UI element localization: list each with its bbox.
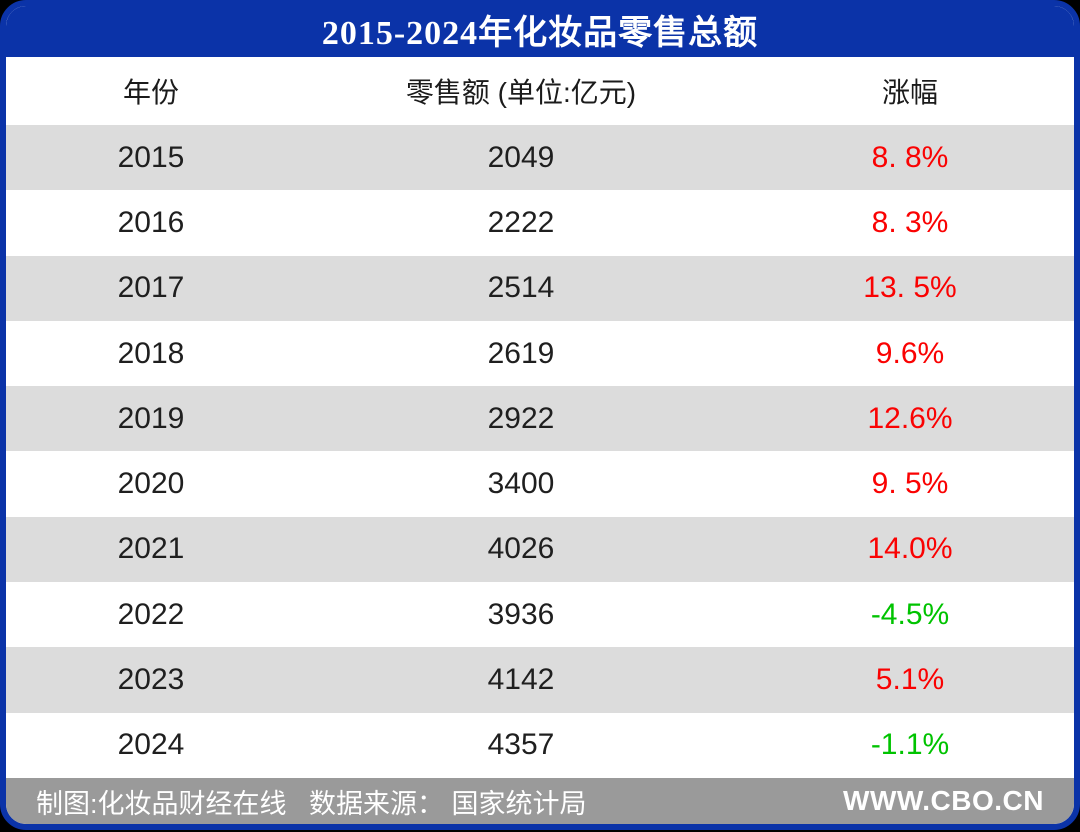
cell-value: 3936 <box>487 597 555 631</box>
table-row: 2021 4026 14.0% <box>6 516 1074 583</box>
cell-value: 4026 <box>487 532 555 566</box>
page-title: 2015-2024年化妆品零售总额 <box>321 15 759 52</box>
table-row: 2018 2619 9.6% <box>6 320 1074 387</box>
table-row: 2023 4142 5.1% <box>6 647 1074 713</box>
table-row: 2016 2222 8. 3% <box>6 190 1074 256</box>
cell-change: -1.1% <box>870 728 950 762</box>
cell-change: 14.0% <box>867 532 953 566</box>
cell-change: 8. 3% <box>871 205 949 239</box>
cell-year: 2022 <box>117 597 185 631</box>
cell-change: 12.6% <box>867 401 953 435</box>
column-header-change: 涨幅 <box>881 77 938 108</box>
cell-value: 2619 <box>487 336 555 370</box>
cell-value: 4142 <box>487 663 555 697</box>
cell-value: 3400 <box>487 467 555 501</box>
cell-year: 2019 <box>117 401 185 435</box>
cell-year: 2016 <box>117 205 185 239</box>
cell-change: 9. 5% <box>871 467 949 501</box>
footer-bar: 制图:化妆品财经在线 数据来源： 国家统计局 WWW.CBO.CN <box>6 778 1074 824</box>
column-header-row: 年份 零售额 (单位:亿元) 涨幅 <box>6 57 1074 125</box>
table-row: 2017 2514 13. 5% <box>6 255 1074 321</box>
cell-year: 2018 <box>117 336 185 370</box>
cell-change: 9.6% <box>875 336 945 370</box>
cell-change: -4.5% <box>870 597 950 631</box>
cell-year: 2024 <box>117 728 185 762</box>
table-row: 2020 3400 9. 5% <box>6 451 1074 517</box>
table-body: 2015 2049 8. 8% 2016 2222 8. 3% 2017 2514 13. 5%… <box>6 125 1074 778</box>
cell-year: 2017 <box>117 271 185 305</box>
cell-year: 2023 <box>117 663 185 697</box>
cell-year: 2021 <box>117 532 185 566</box>
cell-year: 2015 <box>117 140 185 174</box>
table-row: 2015 2049 8. 8% <box>6 125 1074 191</box>
table-row: 2022 3936 -4.5% <box>6 582 1074 648</box>
cell-year: 2020 <box>117 467 185 501</box>
table-row: 2024 4357 -1.1% <box>6 712 1074 778</box>
cell-value: 2922 <box>487 401 555 435</box>
cell-change: 5.1% <box>875 663 945 697</box>
column-header-year: 年份 <box>122 77 179 108</box>
footer-website: WWW.CBO.CN <box>843 785 1044 816</box>
column-header-retail: 零售额 (单位:亿元) <box>405 77 637 108</box>
cell-change: 13. 5% <box>863 271 957 305</box>
cell-value: 2514 <box>487 271 555 305</box>
cell-value: 4357 <box>487 728 555 762</box>
title-bar: 2015-2024年化妆品零售总额 <box>6 6 1074 57</box>
footer-credit: 制图:化妆品财经在线 数据来源： 国家统计局 <box>36 788 587 819</box>
cell-value: 2049 <box>487 140 555 174</box>
table-row: 2019 2922 12.6% <box>6 386 1074 452</box>
cell-value: 2222 <box>487 205 555 239</box>
cell-change: 8. 8% <box>871 140 949 174</box>
